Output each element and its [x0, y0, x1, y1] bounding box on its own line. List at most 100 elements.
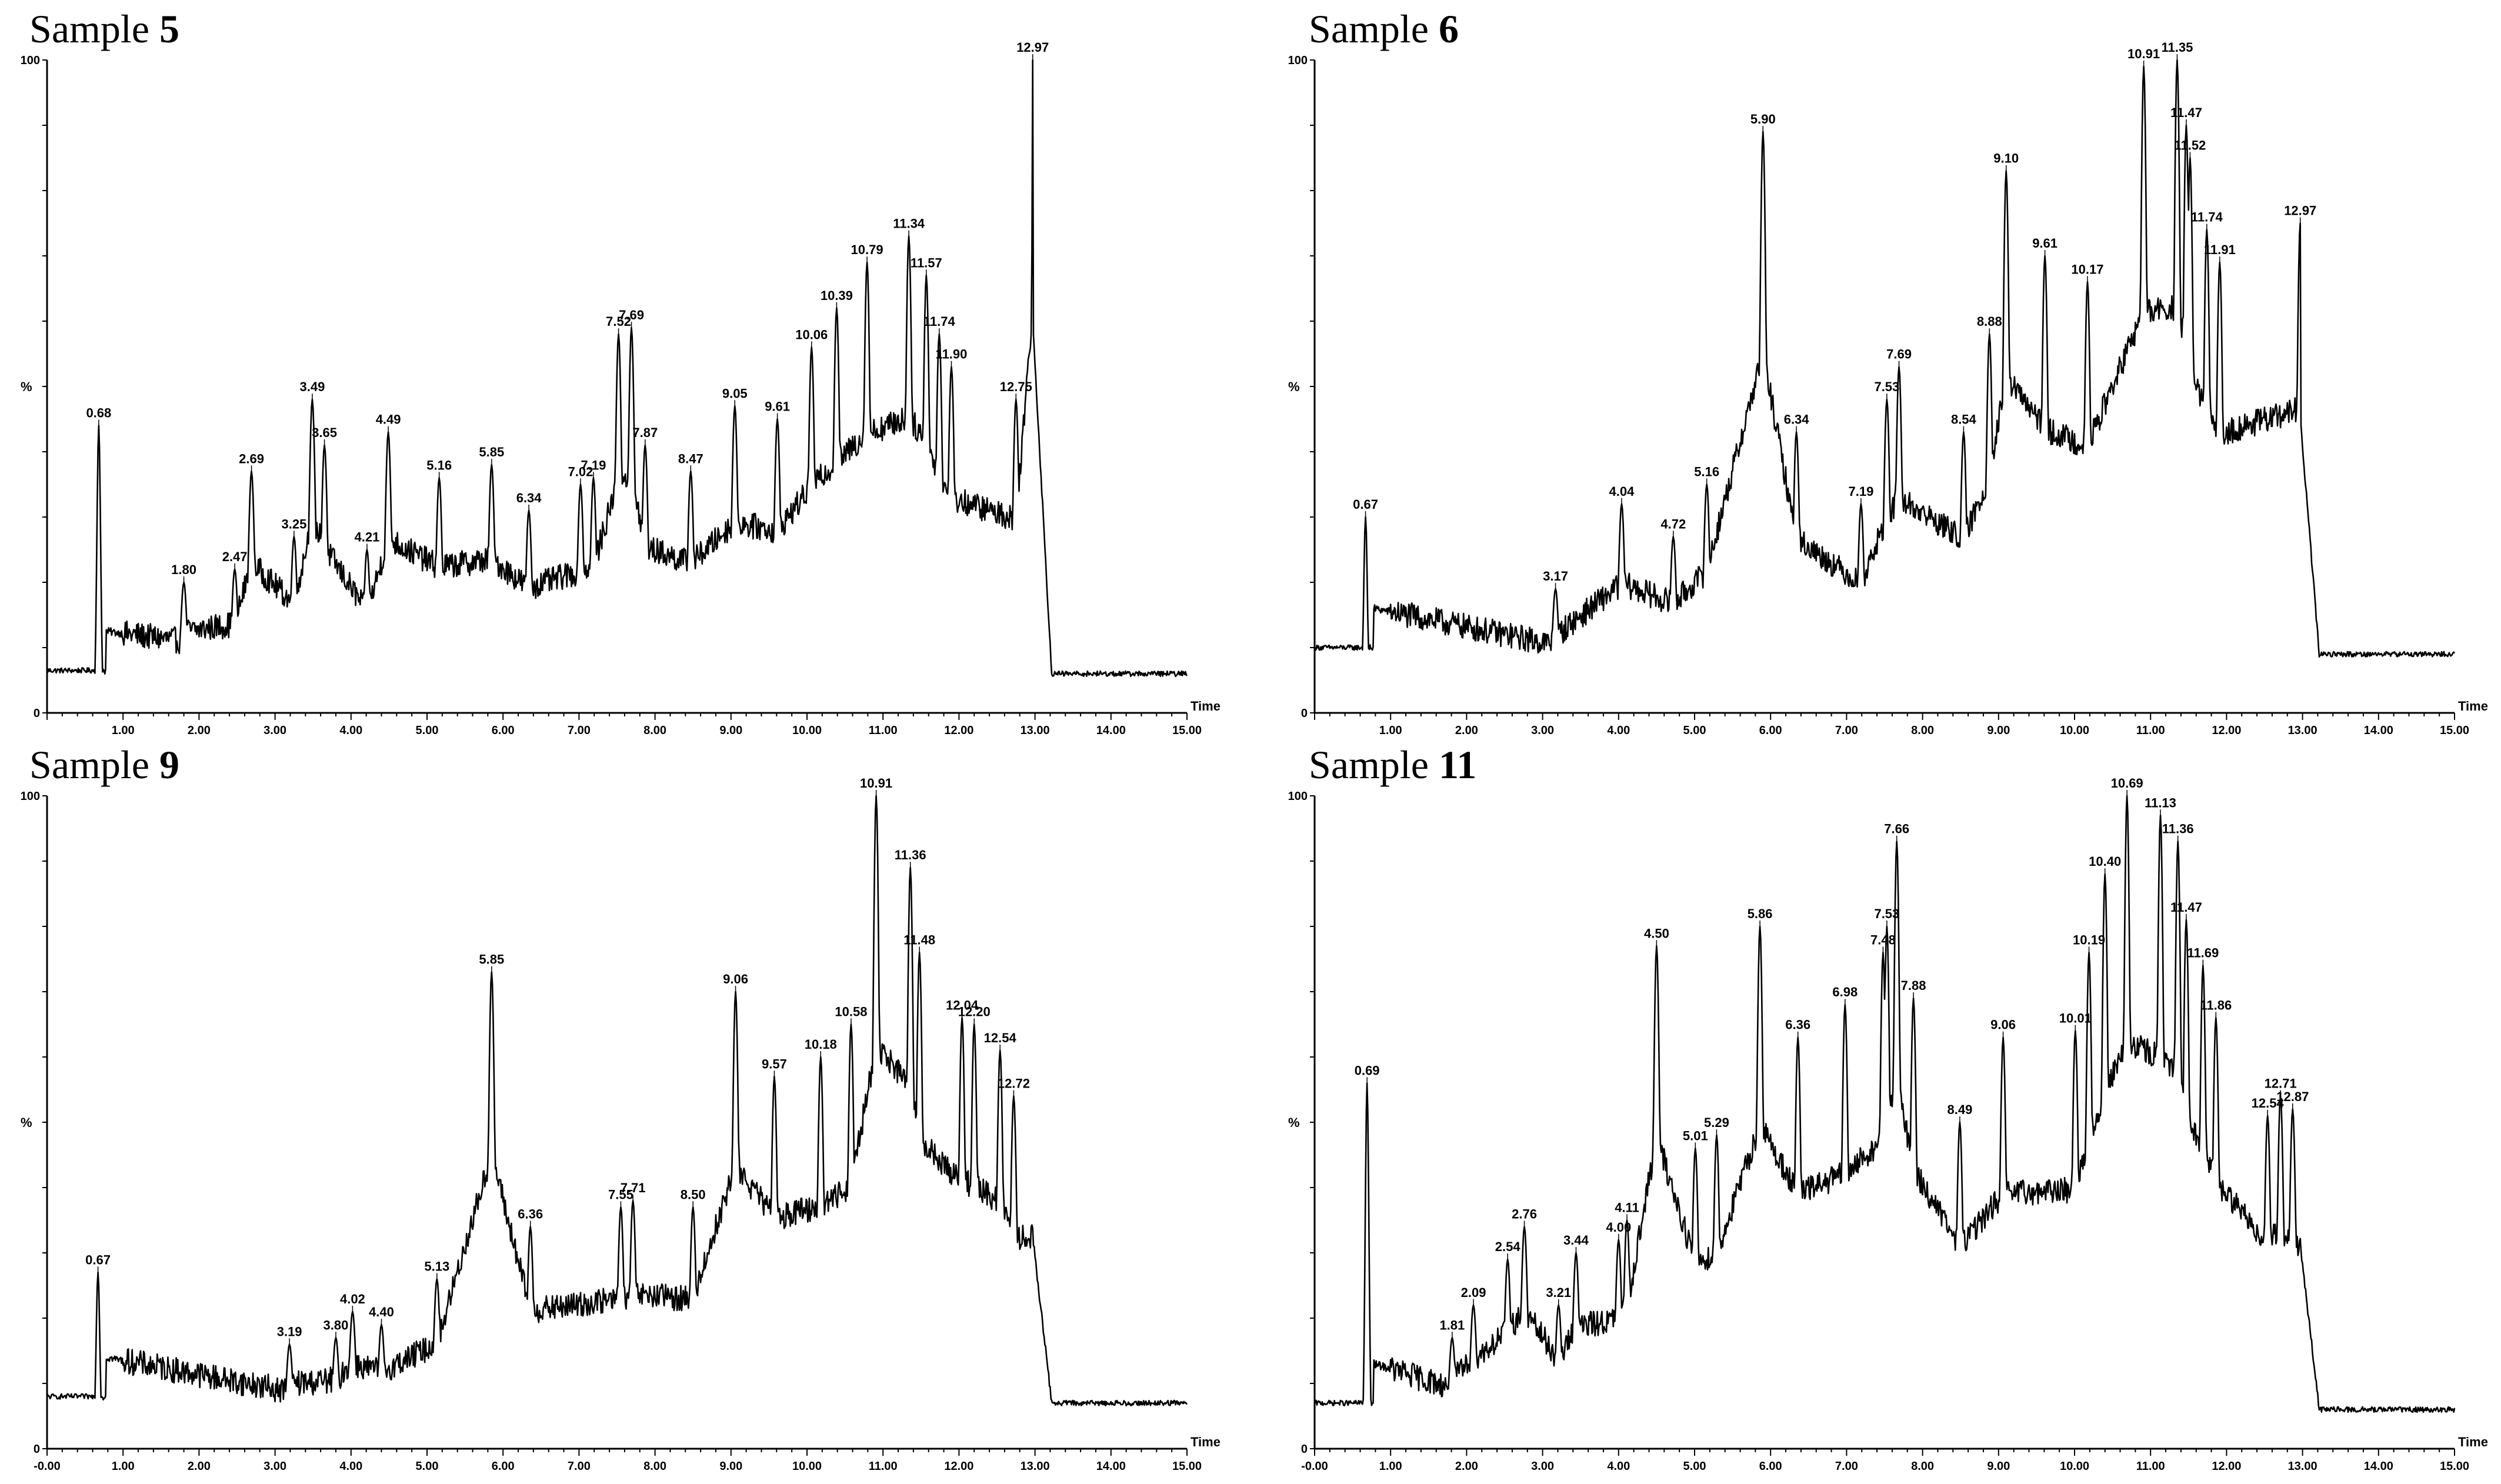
chromatogram-trace [1313, 59, 2456, 658]
x-tick-label: 3.00 [1531, 724, 1554, 737]
peak-label: 7.87 [632, 425, 658, 440]
x-tick-label: 4.00 [1607, 724, 1630, 737]
panel-bottom-left: Sample 9 0 100% -0.00 1.00 2.00 3.00 4.00 5.00 6.… [21, 742, 1221, 1473]
x-tick-label: 13.00 [2288, 1460, 2317, 1473]
peak-label: 10.91 [860, 776, 892, 791]
x-tick-label: 15.00 [1172, 724, 1202, 737]
x-tick-label: 5.00 [416, 1460, 439, 1473]
x-tick-label: 15.00 [1172, 1460, 1202, 1473]
x-tick-label: 5.00 [416, 724, 439, 737]
peak-label: 7.19 [581, 458, 606, 472]
x-tick-label: 1.00 [112, 724, 135, 737]
y-tick-label: 0 [34, 1443, 40, 1456]
peak-label: 12.54 [984, 1031, 1017, 1045]
peak-label: 10.91 [2127, 46, 2160, 61]
x-tick-label: 9.00 [1987, 1460, 2010, 1473]
panel-title-prefix: Sample [1309, 742, 1439, 787]
x-tick-label: 4.00 [339, 1460, 362, 1473]
x-tick-label: 10.00 [2060, 1460, 2089, 1473]
peak-label: 10.17 [2071, 262, 2103, 276]
x-tick-label: 3.00 [264, 724, 286, 737]
peak-label: 5.16 [426, 458, 452, 472]
x-tick-label: 14.00 [1096, 724, 1126, 737]
peak-label: 5.13 [424, 1259, 449, 1273]
peak-label: 11.47 [2170, 900, 2202, 915]
panel-bottom-right: Sample 11 0 100% -0.00 1.00 2.00 3.00 4.00 5.00 6… [1288, 742, 2488, 1473]
peak-label: 11.48 [903, 932, 935, 947]
peak-label: 7.88 [1901, 978, 1926, 993]
x-tick-label: 9.00 [719, 1460, 742, 1473]
peak-label: 5.01 [1683, 1128, 1708, 1143]
peak-label: 8.54 [1951, 412, 1977, 427]
x-tick-label: 1.00 [1379, 724, 1402, 737]
peak-label: 1.80 [171, 562, 196, 577]
x-tick-label: 8.00 [1911, 724, 1934, 737]
peak-label: 11.52 [2174, 138, 2206, 153]
peak-label: 4.11 [1615, 1200, 1639, 1215]
peak-label: 5.85 [479, 952, 504, 967]
peak-label: 11.36 [2162, 822, 2194, 836]
x-axis-label: Time [2458, 699, 2488, 713]
peak-label: 10.19 [2073, 932, 2105, 947]
x-tick-label: 14.00 [1096, 1460, 1126, 1473]
peak-label: 4.49 [376, 412, 401, 427]
peak-label: 11.35 [2161, 40, 2193, 55]
x-tick-label: 10.00 [792, 724, 822, 737]
peak-label: 3.49 [299, 379, 325, 394]
x-tick-label: 13.00 [1021, 724, 1050, 737]
peak-label: 12.04 [946, 998, 979, 1012]
x-tick-label: 2.00 [1455, 724, 1478, 737]
peak-label: 0.67 [85, 1252, 111, 1267]
x-tick-label: 12.00 [944, 724, 973, 737]
x-tick-label: 8.00 [1911, 1460, 1934, 1473]
y-axis-label: % [1288, 1115, 1300, 1130]
peak-label: 11.47 [2170, 105, 2202, 120]
peak-label: 7.19 [1849, 484, 1874, 499]
peak-label: 9.06 [723, 972, 748, 986]
peak-label: 11.57 [911, 255, 942, 270]
x-tick-label: 15.00 [2440, 1460, 2469, 1473]
x-tick-label: 6.00 [492, 1460, 515, 1473]
x-tick-label: 2.00 [1455, 1460, 1478, 1473]
peak-label: 10.01 [2059, 1011, 2092, 1026]
peak-label: 7.53 [1874, 906, 1899, 921]
peak-label: 3.17 [1543, 569, 1568, 583]
peak-label: 10.06 [795, 327, 828, 342]
y-axis-label: % [21, 379, 32, 394]
peak-label: 11.74 [2191, 210, 2223, 225]
panel-title: Sample 9 [29, 742, 179, 787]
panel-title-number: 9 [159, 742, 179, 787]
x-tick-label: 13.00 [2288, 724, 2317, 737]
x-tick-label: 12.00 [2212, 724, 2241, 737]
peak-label: 7.69 [619, 308, 644, 322]
peak-label: 7.52 [606, 314, 631, 329]
peak-label: 7.02 [568, 465, 593, 479]
peak-label: 10.58 [835, 1005, 867, 1019]
peak-label: 9.10 [1993, 151, 2019, 166]
peak-label: 8.47 [678, 451, 703, 466]
peak-label: 4.40 [369, 1305, 394, 1319]
peak-label: 10.18 [805, 1037, 837, 1052]
peak-label: 12.72 [998, 1076, 1030, 1091]
peak-label: 8.88 [1977, 314, 2002, 329]
peak-label: 4.00 [1606, 1220, 1631, 1235]
x-tick-label: 4.00 [1607, 1460, 1630, 1473]
peak-label: 11.34 [893, 216, 925, 231]
y-axis-label: % [1288, 379, 1300, 394]
peak-label: 5.16 [1694, 465, 1719, 479]
peak-label: 12.71 [2265, 1076, 2297, 1091]
peak-label: 12.75 [1000, 379, 1032, 394]
peak-label: 11.13 [2145, 795, 2176, 810]
peak-label: 6.36 [1785, 1018, 1810, 1032]
peak-label: 7.53 [1874, 379, 1899, 394]
peak-label: 6.34 [516, 491, 542, 505]
peak-label: 4.72 [1660, 516, 1686, 531]
x-tick-label: 4.00 [339, 724, 362, 737]
peak-label: 12.87 [2276, 1089, 2309, 1104]
peak-label: 11.90 [936, 347, 968, 362]
x-tick-label: 7.00 [1835, 1460, 1858, 1473]
peak-label: 0.67 [1353, 497, 1378, 512]
peak-label: 3.44 [1563, 1233, 1589, 1248]
x-tick-label: 7.00 [568, 724, 591, 737]
x-tick-label: 7.00 [568, 1460, 591, 1473]
